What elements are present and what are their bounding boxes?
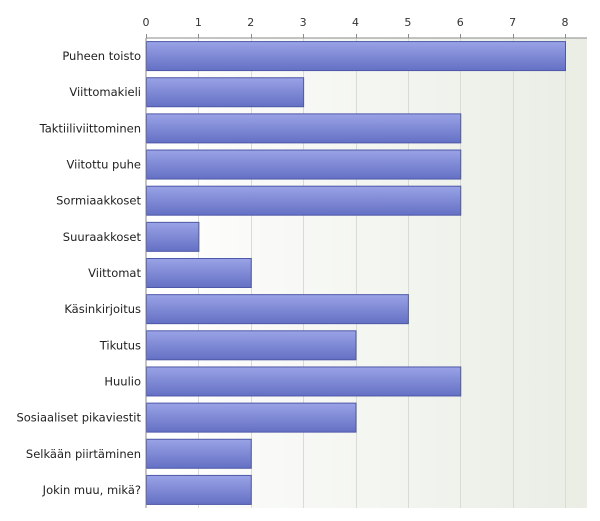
x-tick-label-1: 1 [195,16,202,29]
bar-8 [146,330,357,361]
x-tick-label-5: 5 [404,16,411,29]
category-label-0: Puheen toisto [62,49,141,63]
category-label-1: Viittomakieli [69,85,141,99]
bar-4 [146,185,462,216]
bar-9 [146,366,462,397]
bar-0 [146,41,566,72]
bar-7 [146,294,409,325]
bar-11 [146,438,252,469]
category-label-9: Huulio [104,374,141,388]
x-tick-label-7: 7 [509,16,516,29]
x-tick-label-3: 3 [300,16,307,29]
x-tick-label-0: 0 [143,16,150,29]
category-label-11: Selkään piirtäminen [26,447,141,461]
bar-6 [146,258,252,288]
x-tick-label-6: 6 [457,16,464,29]
category-label-5: Suuraakkoset [63,230,142,244]
category-label-10: Sosiaaliset pikaviestit [16,411,141,425]
x-tick-label-4: 4 [352,16,359,29]
bar-3 [146,149,462,180]
category-labels: Puheen toisto Viittomakieli Taktiiliviitto… [16,49,141,497]
category-label-7: Käsinkirjoitus [64,302,141,316]
category-label-6: Viittomat [88,266,141,280]
category-label-3: Viitottu puhe [67,158,141,172]
category-label-2: Taktiiliviittominen [39,121,141,135]
bar-2 [146,113,462,144]
category-label-8: Tikutus [99,338,141,352]
bar-5 [146,221,200,252]
bar-12 [146,474,252,505]
category-label-4: Sormiaakkoset [56,194,141,208]
bar-10 [146,402,357,433]
x-tick-label-2: 2 [247,16,254,29]
x-tick-label-8: 8 [562,16,569,29]
bar-1 [146,77,305,108]
category-label-12: Jokin muu, mikä? [42,483,141,497]
x-tick-labels: 0 1 2 3 4 5 6 7 8 [143,16,569,38]
